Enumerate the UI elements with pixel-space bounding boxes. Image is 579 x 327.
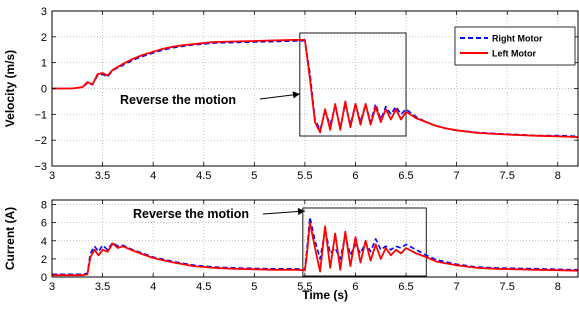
series-line-right-motor [52,216,578,276]
y-tick-label: 6 [41,218,47,230]
y-tick-label: 3 [41,6,47,18]
annotation-arrow [262,210,306,215]
annotation-arrowhead [297,208,305,215]
x-tick-label: 5 [251,281,257,293]
x-tick-label: 7 [454,170,460,182]
x-tick-label: 7.5 [500,281,515,293]
x-tick-label: 6.5 [398,170,413,182]
x-tick-label: 8 [555,281,561,293]
y-tick-label: −3 [34,161,47,173]
x-tick-label: 7 [454,281,460,293]
x-tick-label: 4.5 [196,170,211,182]
x-tick-label: 3.5 [95,170,110,182]
x-tick-label: 8 [555,170,561,182]
series-line-left-motor [52,221,578,277]
series-line-left-motor [52,39,578,138]
legend-label: Right Motor [492,34,543,44]
x-tick-label: 5 [251,170,257,182]
legend-box [454,26,576,66]
y-tick-label: 4 [41,236,47,248]
annotation-arrowhead [292,91,300,99]
x-tick-label: 4 [150,170,156,182]
x-tick-label: 6.5 [398,281,413,293]
y-tick-label: 1 [41,58,47,70]
y-tick-label: 2 [41,254,47,266]
x-tick-label: 3.5 [95,281,110,293]
legend: Right Motor Left Motor [454,26,576,66]
y-tick-label: 0 [41,84,47,96]
highlight-box [302,207,427,277]
y-tick-label: −1 [34,109,47,121]
x-tick-label: 5.5 [297,281,312,293]
y-tick-label: 2 [41,32,47,44]
x-tick-label: 4 [150,281,156,293]
highlight-box [299,32,407,137]
series-group [52,39,578,138]
x-axis-label: Time (s) [302,288,348,302]
annotation-text: Reverse the motion [133,207,249,221]
y-tick-label: −2 [34,135,47,147]
annotation-text: Reverse the motion [120,93,236,107]
y-tick-label: 8 [41,200,47,212]
velocity-plot: 3 3.5 4 4.5 5 5.5 6 6.5 7 7.5 8 3 2 1 0 −1 −2 −3 Velocity … [3,6,579,182]
series-group [52,216,578,277]
x-tick-label: 4.5 [196,281,211,293]
current-plot: 3 3.5 4 4.5 5 5.5 6 6.5 7 7.5 8 8 6 4 2 0 Current (A) Tim… [3,199,579,302]
y-tick-label: 0 [41,272,47,284]
x-tick-label: 7.5 [500,170,515,182]
y-axis-label: Current (A) [3,207,17,270]
x-tick-label: 6 [352,281,358,293]
axes-frame [51,199,579,278]
x-tick-label: 6 [352,170,358,182]
legend-label: Left Motor [492,49,536,59]
x-tick-label: 3 [49,281,55,293]
y-axis-label: Velocity (m/s) [3,50,17,127]
x-tick-label: 5.5 [297,170,312,182]
x-tick-label: 3 [49,170,55,182]
